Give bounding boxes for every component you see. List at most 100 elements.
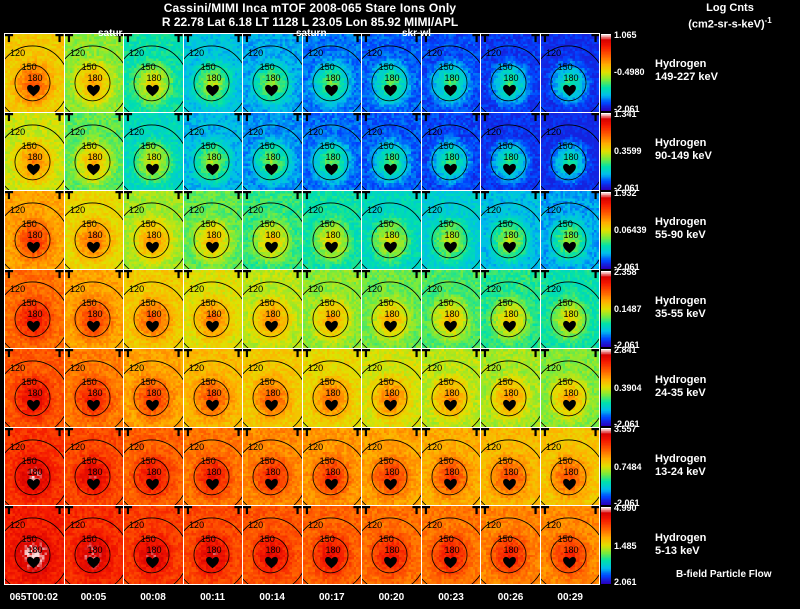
species-label-row-4: Hydrogen 24-35 keV: [655, 374, 706, 400]
contour-label-150: 150: [498, 298, 513, 308]
sky-map-panel[interactable]: 120 150 180: [421, 112, 480, 191]
contour-label-180: 180: [87, 545, 102, 555]
contour-label-150: 150: [22, 141, 37, 151]
colorbar-tick-mid-row-1: 0.3599: [614, 146, 642, 157]
sky-map-panel[interactable]: 120 150 180: [302, 191, 361, 270]
corner-tick-1: [590, 506, 599, 515]
sky-map-panel[interactable]: 120 150 180: [481, 34, 540, 112]
sky-map-panel[interactable]: 120 150 180: [302, 348, 361, 427]
sky-map-panel[interactable]: 120 150 180: [421, 348, 480, 427]
sky-map-panel[interactable]: 120 150 180: [481, 506, 540, 584]
sky-map-panel[interactable]: 120 150 180: [421, 34, 480, 112]
sky-map-panel[interactable]: 120 150 180: [362, 112, 421, 191]
sky-map-panel[interactable]: 120 150 180: [183, 191, 242, 270]
sky-map-panel[interactable]: 120 150 180: [5, 506, 64, 584]
sky-map-panel[interactable]: 120 150 180: [183, 112, 242, 191]
sky-map-panel[interactable]: 120 150 180: [64, 506, 123, 584]
corner-tick-1: [412, 270, 421, 279]
sky-map-panel[interactable]: 120 150 180: [124, 270, 183, 348]
sky-map-panel[interactable]: 120 150 180: [421, 506, 480, 584]
sky-map-panel[interactable]: 120 150 180: [243, 506, 302, 584]
corner-tick-0: [302, 427, 311, 436]
contour-label-120: 120: [248, 284, 263, 294]
sky-map-panel[interactable]: 120 150 180: [5, 348, 64, 427]
sky-map-panel[interactable]: 120 150 180: [183, 427, 242, 506]
sky-map-panel[interactable]: 120 150 180: [64, 348, 123, 427]
bfield-direction-marker: [27, 163, 40, 175]
sky-map-panel[interactable]: 120 150 180: [481, 270, 540, 348]
sky-map-panel[interactable]: 120 150 180: [421, 427, 480, 506]
sky-map-panel[interactable]: 120 150 180: [124, 427, 183, 506]
sky-map-panel[interactable]: 120 150 180: [481, 348, 540, 427]
sky-map-panel[interactable]: 120 150 180: [540, 112, 599, 191]
sky-map-panel[interactable]: 120 150 180: [183, 34, 242, 112]
sky-map-panel[interactable]: 120 150 180: [362, 34, 421, 112]
sky-map-panel[interactable]: 120 150 180: [362, 270, 421, 348]
sky-map-panel[interactable]: 120 150 180: [183, 348, 242, 427]
contour-label-150: 150: [438, 377, 453, 387]
corner-tick-0: [243, 191, 252, 200]
sky-map-panel[interactable]: 120 150 180: [243, 191, 302, 270]
corner-tick-1: [55, 112, 64, 121]
sky-map-panel[interactable]: 120 150 180: [64, 112, 123, 191]
sky-map-panel[interactable]: 120 150 180: [5, 427, 64, 506]
corner-tick-1: [590, 191, 599, 200]
bfield-direction-marker: [324, 321, 338, 333]
colorbar-tick-mid-row-3: 0.1487: [614, 304, 642, 314]
sky-map-panel[interactable]: 120 150 180: [243, 34, 302, 112]
sky-map-panel[interactable]: 120 150 180: [302, 34, 361, 112]
sky-map-panel[interactable]: 120 150 180: [64, 34, 123, 112]
sky-map-panel[interactable]: 120 150 180: [540, 270, 599, 348]
sky-map-panel[interactable]: 120 150 180: [243, 427, 302, 506]
energy-range: 24-35 keV: [655, 386, 706, 399]
sky-map-panel[interactable]: 120 150 180: [362, 348, 421, 427]
sky-map-panel[interactable]: 120 150 180: [64, 270, 123, 348]
sky-map-panel[interactable]: 120 150 180: [481, 112, 540, 191]
sky-map-panel[interactable]: 120 150 180: [124, 34, 183, 112]
sky-map-panel[interactable]: 120 150 180: [540, 427, 599, 506]
sky-map-panel[interactable]: 120 150 180: [64, 191, 123, 270]
contour-label-120: 120: [189, 127, 204, 137]
contour-label-120: 120: [367, 206, 382, 216]
sky-map-panel[interactable]: 120 150 180: [5, 112, 64, 191]
sky-map-panel[interactable]: 120 150 180: [481, 427, 540, 506]
sky-map-panel[interactable]: 120 150 180: [362, 427, 421, 506]
sky-map-panel[interactable]: 120 150 180: [124, 191, 183, 270]
bfield-direction-marker: [27, 399, 40, 412]
contour-label-180: 180: [444, 152, 459, 162]
contour-label-180: 180: [27, 388, 42, 398]
bfield-direction-marker: [265, 478, 278, 490]
sky-map-panel[interactable]: 120 150 180: [362, 506, 421, 584]
sky-map-panel[interactable]: 120 150 180: [540, 506, 599, 584]
contour-label-150: 150: [260, 534, 275, 544]
sky-map-panel[interactable]: 120 150 180: [124, 348, 183, 427]
sky-map-panel[interactable]: 120 150 180: [421, 191, 480, 270]
contour-label-180: 180: [265, 152, 280, 162]
contour-label-150: 150: [200, 62, 215, 72]
sky-map-panel[interactable]: 120 150 180: [540, 191, 599, 270]
contour-label-180: 180: [27, 230, 42, 240]
contour-label-150: 150: [260, 141, 275, 151]
sky-map-panel[interactable]: 120 150 180: [362, 191, 421, 270]
sky-map-panel[interactable]: 120 150 180: [243, 112, 302, 191]
sky-map-panel[interactable]: 120 150 180: [302, 270, 361, 348]
sky-map-panel[interactable]: 120 150 180: [302, 112, 361, 191]
sky-map-panel[interactable]: 120 150 180: [243, 348, 302, 427]
sky-map-panel[interactable]: 120 150 180: [302, 427, 361, 506]
sky-map-panel[interactable]: 120 150 180: [481, 191, 540, 270]
contour-label-120: 120: [367, 442, 382, 452]
sky-map-panel[interactable]: 120 150 180: [540, 34, 599, 112]
sky-map-panel[interactable]: 120 150 180: [124, 112, 183, 191]
sky-map-panel[interactable]: 120 150 180: [183, 506, 242, 584]
sky-map-panel[interactable]: 120 150 180: [5, 34, 64, 112]
sky-map-panel[interactable]: 120 150 180: [540, 348, 599, 427]
sky-map-panel[interactable]: 120 150 180: [5, 270, 64, 348]
sky-map-panel[interactable]: 120 150 180: [5, 191, 64, 270]
sky-map-panel[interactable]: 120 150 180: [302, 506, 361, 584]
sky-map-panel[interactable]: 120 150 180: [243, 270, 302, 348]
sky-map-panel[interactable]: 120 150 180: [421, 270, 480, 348]
sky-map-panel[interactable]: 120 150 180: [64, 427, 123, 506]
sky-map-panel[interactable]: 120 150 180: [124, 506, 183, 584]
sky-map-panel[interactable]: 120 150 180: [183, 270, 242, 348]
